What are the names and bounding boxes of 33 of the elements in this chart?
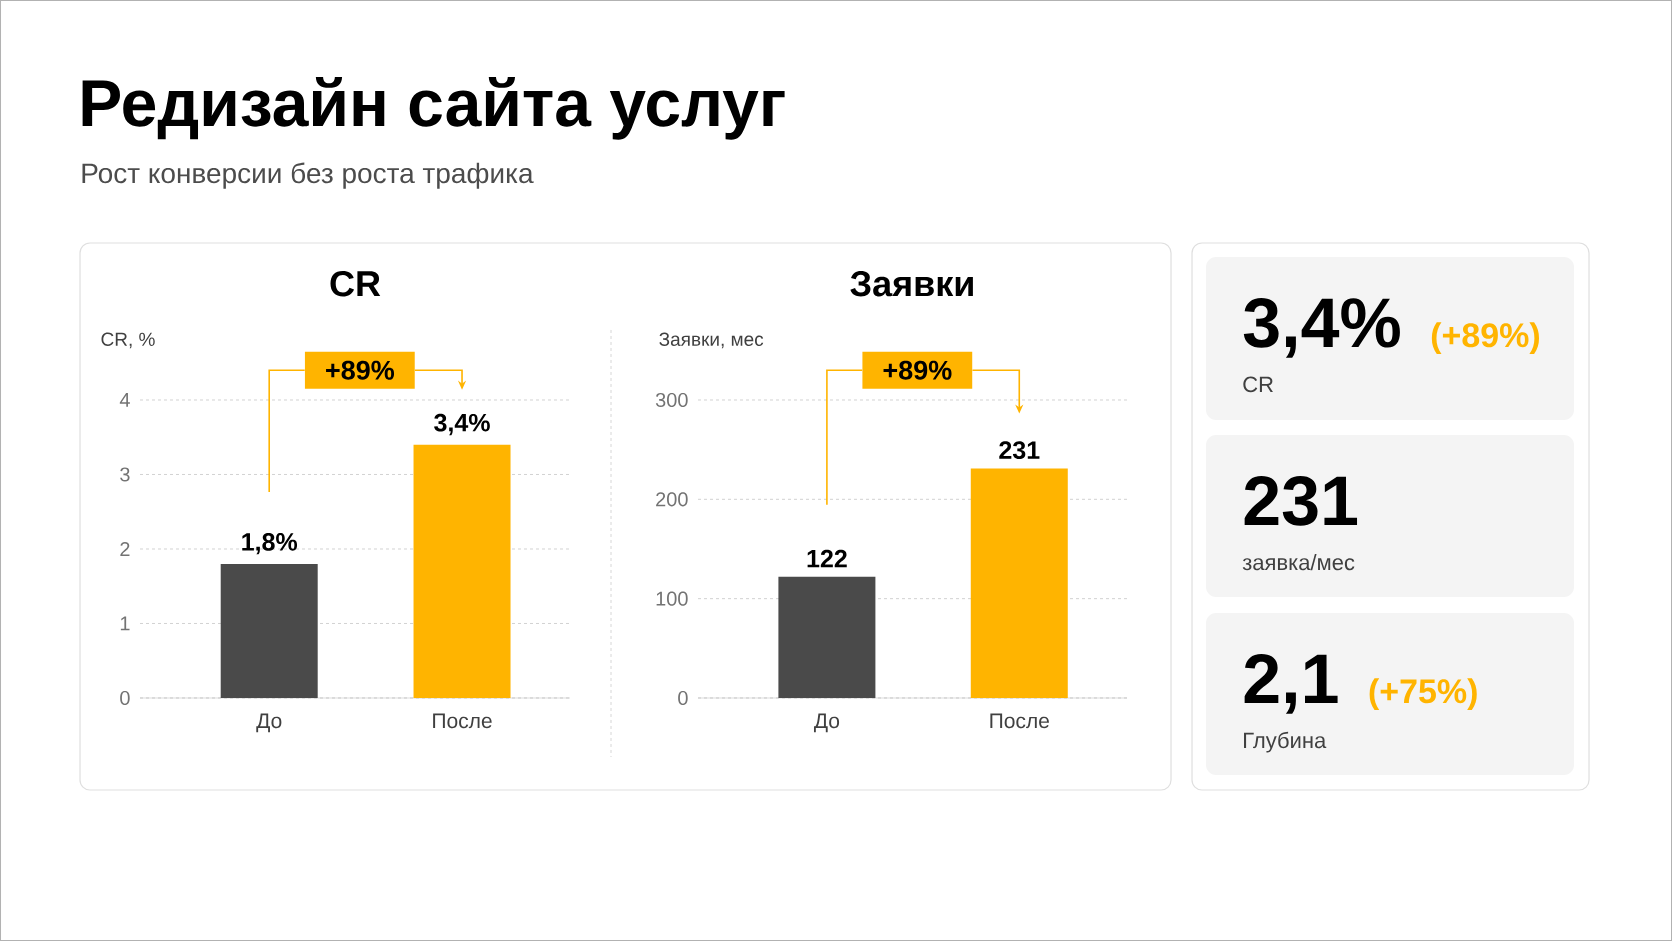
chart-title: CR (330, 271, 381, 297)
data-label: 1,8% (242, 533, 298, 555)
text: CR (1243, 376, 1273, 393)
text: Глубина (1244, 731, 1327, 753)
y-tick-label: 100 (656, 591, 688, 606)
x-tick-label: После (433, 713, 492, 729)
text: +89% (326, 360, 395, 380)
y-tick-label: 3 (120, 467, 130, 482)
y-tick-label: 0 (120, 690, 130, 706)
x-tick-label: До (813, 713, 840, 733)
y-tick-label: 200 (656, 492, 688, 507)
y-tick-label: 2 (120, 542, 130, 556)
text: 2,1 (1244, 654, 1338, 714)
text: +89% (883, 360, 952, 380)
data-label: 3,4% (434, 413, 490, 436)
x-tick-label: До (256, 713, 282, 733)
y-tick-label: 1 (120, 616, 130, 631)
x-tick-label: После (990, 713, 1049, 729)
data-label: 231 (999, 441, 1040, 459)
text: (+75%) (1369, 678, 1477, 711)
data-label: 122 (807, 549, 847, 568)
y-tick-label: 4 (119, 393, 130, 407)
text: (+89%) (1431, 322, 1539, 355)
chart-title: Заявки (850, 271, 973, 297)
y-axis-title: CR, % (101, 332, 155, 349)
y-tick-label: 300 (655, 392, 688, 408)
y-tick-label: 0 (678, 690, 688, 706)
text: Редизайн сайта услуг (82, 76, 785, 140)
text: Рост конверсии без роста трафика (82, 162, 534, 189)
text: заявка/мес (1242, 554, 1355, 571)
text: 3,4% (1243, 298, 1400, 358)
y-axis-title: Заявки, мес (659, 332, 764, 349)
text: 231 (1244, 476, 1358, 526)
